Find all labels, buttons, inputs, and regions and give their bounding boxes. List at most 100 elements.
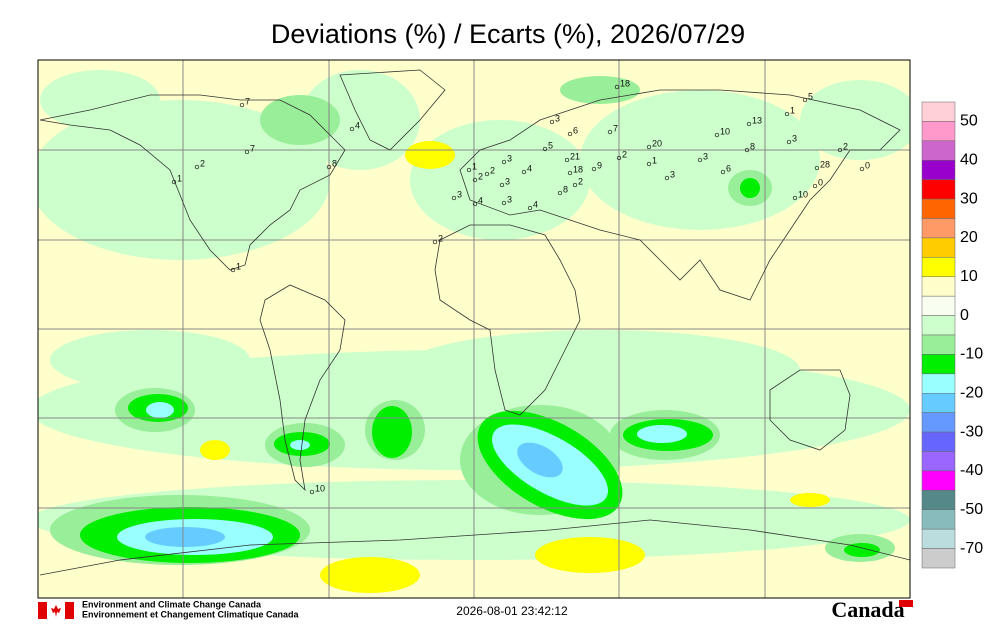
- station-value: 3: [507, 194, 512, 204]
- station-value: 7: [245, 96, 250, 106]
- station-value: 3: [457, 189, 462, 199]
- station-marker: [697, 157, 703, 163]
- station-marker: [230, 267, 236, 273]
- station-marker: [784, 111, 790, 117]
- station-marker: [171, 179, 177, 185]
- legend-label: -70: [960, 540, 983, 557]
- station-marker: [432, 239, 438, 245]
- station-marker: [646, 161, 652, 167]
- agency-en: Environment and Climate Change Canada: [82, 599, 262, 609]
- station-value: 10: [798, 189, 808, 199]
- legend-swatch: [921, 490, 956, 511]
- station-value: 0: [818, 177, 823, 187]
- station-value: 2: [438, 233, 443, 243]
- station-marker: [564, 157, 570, 163]
- legend-swatch: [921, 334, 956, 355]
- station-value: 5: [808, 91, 813, 101]
- station-marker: [714, 132, 720, 138]
- station-value: 7: [613, 123, 618, 133]
- legend-swatch: [921, 257, 956, 278]
- station-value: 1: [472, 161, 477, 171]
- legend-swatch: [921, 315, 956, 336]
- canada-wordmark: Canada: [831, 597, 904, 622]
- legend-swatch: [921, 179, 956, 200]
- station-marker: [792, 195, 798, 201]
- station-value: 3: [505, 176, 510, 186]
- station-marker: [472, 201, 478, 207]
- station-value: 1: [790, 105, 795, 115]
- legend-swatch: [921, 295, 956, 316]
- station-marker: [812, 183, 818, 189]
- station-value: 2: [578, 176, 583, 186]
- legend-label: 0: [960, 307, 969, 324]
- legend-label: 30: [960, 190, 978, 207]
- station-value: 13: [752, 115, 762, 125]
- station-marker: [194, 164, 200, 170]
- station-marker: [501, 159, 507, 165]
- legend-swatch: [921, 528, 956, 549]
- legend-label: -50: [960, 501, 983, 518]
- legend-swatch: [921, 548, 956, 569]
- legend-swatch: [921, 412, 956, 433]
- color-legend: 50 40 30 20 10 0 -10 -20 -30 -40 -50 -70: [921, 101, 983, 569]
- legend-swatch: [921, 121, 956, 142]
- legend-swatch: [921, 431, 956, 452]
- station-marker: [607, 129, 613, 135]
- station-marker: [802, 97, 808, 103]
- legend-swatch: [921, 509, 956, 530]
- station-marker: [664, 175, 670, 181]
- agency-fr: Environnement et Changement Climatique C…: [82, 609, 300, 619]
- station-marker: [859, 166, 865, 172]
- station-value: 4: [478, 195, 483, 205]
- station-value: 3: [507, 153, 512, 163]
- station-marker: [837, 147, 843, 153]
- station-marker: [326, 164, 332, 170]
- station-value: 21: [570, 151, 580, 161]
- legend-swatch: [921, 237, 956, 258]
- station-value: 1: [177, 173, 182, 183]
- legend-swatch: [921, 160, 956, 180]
- station-value: 1: [652, 155, 657, 165]
- station-marker: [309, 489, 315, 495]
- station-value: 2: [478, 171, 483, 181]
- timestamp: 2026-08-01 23:42:12: [456, 604, 568, 618]
- station-marker: [614, 84, 620, 90]
- station-value: 9: [597, 160, 602, 170]
- legend-label: -30: [960, 423, 983, 440]
- station-marker: [527, 205, 533, 211]
- legend-swatch: [921, 354, 956, 375]
- legend-swatch: [921, 451, 956, 472]
- station-value: 5: [548, 140, 553, 150]
- station-marker: [646, 144, 652, 150]
- station-value: 4: [533, 199, 538, 209]
- station-value: 28: [820, 159, 830, 169]
- station-value: 6: [573, 125, 578, 135]
- station-marker: [239, 102, 245, 108]
- legend-swatch: [921, 276, 956, 297]
- station-value: 3: [703, 151, 708, 161]
- station-marker: [466, 167, 472, 173]
- station-value: 8: [332, 158, 337, 168]
- legend-label: 20: [960, 229, 978, 246]
- station-value: 3: [555, 113, 560, 123]
- station-value: 2: [622, 149, 627, 159]
- station-marker: [244, 149, 250, 155]
- station-marker: [557, 190, 563, 196]
- station-marker: [501, 200, 507, 206]
- station-value: 7: [250, 143, 255, 153]
- station-marker: [616, 155, 622, 161]
- station-value: 3: [792, 133, 797, 143]
- station-value: 3: [670, 169, 675, 179]
- station-value: 8: [563, 184, 568, 194]
- station-value: 18: [620, 78, 630, 88]
- station-value: 1: [236, 261, 241, 271]
- legend-swatch: [921, 218, 956, 239]
- station-marker: [746, 121, 752, 127]
- station-marker: [720, 169, 726, 175]
- footer: Environment and Climate Change Canada En…: [38, 597, 913, 622]
- station-value: 2: [490, 165, 495, 175]
- station-value: 8: [750, 141, 755, 151]
